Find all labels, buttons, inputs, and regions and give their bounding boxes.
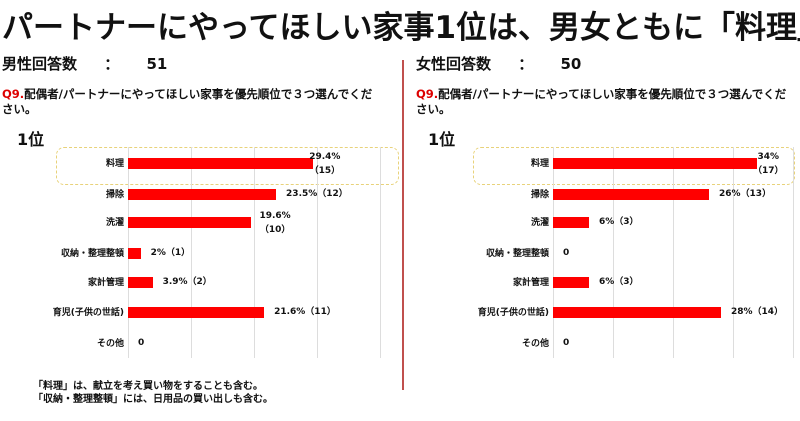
question-female: Q9.配偶者/パートナーにやってほしい家事を優先順位で３つ選んでください。	[416, 87, 796, 117]
rank-label-male: 1位	[17, 130, 45, 149]
category-label: 料理	[105, 159, 124, 169]
category-label: 洗濯	[530, 218, 549, 228]
data-label: 3.9%（2）	[163, 275, 212, 289]
category-label: 洗濯	[105, 218, 124, 228]
question-number: Q9.	[416, 87, 439, 101]
note-1: 「料理」は、献立を考え買い物をすることも含む。	[33, 381, 263, 392]
value-label: 2%（1）	[150, 248, 191, 258]
category-label: 家計管理	[512, 278, 549, 288]
value-label: 3.9%（2）	[162, 277, 212, 287]
category-label: 収納・整理整頓	[485, 249, 549, 259]
value-label: 26%（13）	[719, 189, 772, 199]
data-label: 26%（13）	[719, 187, 771, 201]
female-count-label: 女性回答数	[416, 55, 492, 73]
value-label: 23.5%（12）	[286, 189, 348, 199]
gridline	[793, 147, 794, 358]
colon: ：	[104, 55, 120, 73]
question-number: Q9.	[2, 87, 25, 101]
question-male: Q9.配偶者/パートナーにやってほしい家事を優先順位で３つ選んでください。	[2, 87, 382, 117]
bar	[553, 189, 709, 200]
female-respondent-count: 女性回答数 ： 50	[416, 53, 581, 74]
value-label: 6%（3）	[599, 277, 639, 287]
gridline	[380, 147, 381, 358]
value-label: 6%（3）	[599, 217, 639, 227]
male-count-value: 51	[146, 55, 168, 73]
value-label: 0	[563, 248, 570, 258]
gridline	[733, 147, 734, 358]
male-respondent-count: 男性回答数 ： 51	[2, 53, 167, 74]
data-label: 0	[138, 336, 144, 350]
question-text: 配偶者/パートナーにやってほしい家事を優先順位で３つ選んでください。	[416, 87, 787, 116]
count-label: （10）	[259, 225, 291, 235]
category-label: 家計管理	[87, 278, 124, 288]
bar	[128, 158, 314, 169]
data-label: 19.6% （10）	[259, 209, 290, 237]
value-label: 28%（14）	[731, 307, 784, 317]
gridline	[553, 147, 554, 358]
gridline	[254, 147, 255, 358]
gridline	[191, 147, 192, 358]
bar	[128, 307, 265, 318]
colon: ：	[518, 55, 534, 73]
value-label: 21.6%（11）	[274, 307, 336, 317]
bar	[553, 277, 589, 288]
value-label: 19.6%	[259, 211, 291, 221]
value-label: 29.4%	[309, 152, 341, 162]
gridline	[673, 147, 674, 358]
gridline	[317, 147, 318, 358]
value-label: 34%	[757, 152, 780, 162]
category-label: 育児(子供の世話)	[477, 308, 549, 318]
notes: 「料理」は、献立を考え買い物をすることも含む。 「収納・整理整頓」には、日用品の…	[33, 380, 273, 406]
category-label: 収納・整理整頓	[60, 249, 124, 259]
data-label: 21.6%（11）	[274, 305, 336, 319]
bar	[553, 158, 757, 169]
data-label: 6%（3）	[599, 275, 639, 289]
bar	[553, 307, 721, 318]
data-label: 0	[563, 246, 569, 260]
value-label: 0	[138, 338, 145, 348]
category-label: 掃除	[105, 190, 124, 200]
value-label: 0	[563, 338, 570, 348]
data-label: 29.4% （15）	[309, 150, 340, 178]
bar	[128, 248, 141, 259]
category-label: 育児(子供の世話)	[52, 308, 124, 318]
highlight-box	[56, 147, 399, 185]
category-label: その他	[521, 339, 549, 349]
page-title: パートナーにやってほしい家事1位は、男女ともに「料理」	[2, 10, 800, 46]
data-label: 6%（3）	[599, 215, 639, 229]
gridline	[613, 147, 614, 358]
data-label: 0	[563, 336, 569, 350]
highlight-box	[473, 147, 795, 185]
female-count-value: 50	[560, 55, 582, 73]
divider	[402, 60, 404, 390]
bar	[553, 217, 589, 228]
male-count-label: 男性回答数	[2, 55, 78, 73]
bar	[128, 277, 153, 288]
count-label: （15）	[309, 166, 341, 176]
category-label: その他	[96, 339, 124, 349]
category-label: 掃除	[530, 190, 549, 200]
data-label: 28%（14）	[731, 305, 783, 319]
count-label: （17）	[753, 166, 784, 176]
question-text: 配偶者/パートナーにやってほしい家事を優先順位で３つ選んでください。	[2, 87, 373, 116]
bar	[128, 189, 277, 200]
category-label: 料理	[530, 159, 549, 169]
data-label: 23.5%（12）	[286, 187, 348, 201]
bar	[128, 217, 252, 228]
note-2: 「収納・整理整頓」には、日用品の買い出しも含む。	[33, 394, 273, 405]
data-label: 2%（1）	[151, 246, 191, 260]
data-label: 34% （17）	[753, 150, 784, 178]
rank-label-female: 1位	[428, 130, 456, 149]
